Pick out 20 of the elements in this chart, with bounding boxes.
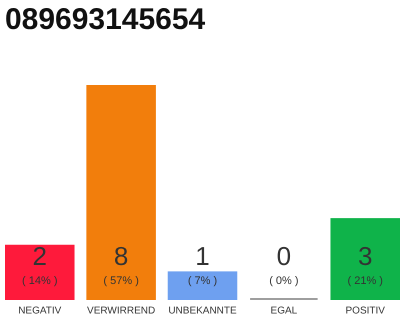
annotation: ( 21% ) [348,275,383,287]
bar [168,271,238,300]
data-label: 0 [276,241,292,271]
bar [86,85,156,300]
data-label: 8 [114,241,128,271]
annotation: ( 57% ) [103,275,139,287]
annotation: ( 0% ) [269,275,299,287]
x-tick-label: UNBEKANNTE [168,306,237,316]
bar [330,218,400,300]
data-label: 1 [195,241,210,271]
x-tick-label: NEGATIV [18,306,62,316]
x-tick-label: VERWIRREND [87,306,156,316]
data-label: 2 [32,241,47,271]
data-label: 3 [358,241,372,271]
chart-title: 089693145654 [5,3,206,36]
annotation: ( 7% ) [188,275,218,287]
x-tick-label: POSITIV [346,306,386,316]
x-tick-label: EGAL [270,306,298,316]
annotation: ( 14% ) [22,275,58,287]
bar [5,244,75,300]
